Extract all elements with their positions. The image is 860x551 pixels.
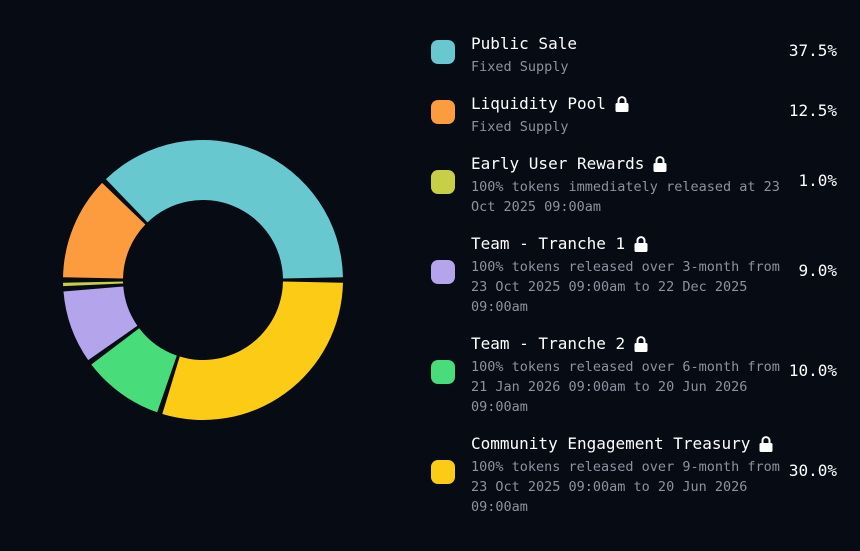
donut-slices	[63, 139, 343, 420]
legend-item-description: 100% tokens released over 6-month from 2…	[471, 359, 780, 415]
legend-item-community-engagement-treasury[interactable]: Community Engagement Treasury 100% token…	[431, 434, 843, 515]
legend-item-title: Liquidity Pool	[471, 94, 787, 114]
donut-slice-early-user-rewards[interactable]	[63, 281, 124, 287]
lock-icon	[759, 436, 773, 452]
legend-swatch	[431, 170, 455, 194]
legend-swatch	[431, 40, 455, 64]
legend-swatch	[431, 100, 455, 124]
lock-icon	[615, 96, 629, 112]
legend-swatch	[431, 460, 455, 484]
legend-item-title: Early User Rewards	[471, 154, 787, 174]
legend-swatch	[431, 360, 455, 384]
lock-icon	[634, 236, 648, 252]
donut-slice-team-tranche-1[interactable]	[63, 286, 138, 361]
legend-item-percentage: 1.0%	[798, 171, 837, 190]
legend-item-title: Community Engagement Treasury	[471, 434, 787, 454]
legend-item-percentage: 9.0%	[798, 261, 837, 280]
legend-item-description: 100% tokens immediately released at 23 O…	[471, 179, 780, 215]
legend-item-title: Team - Tranche 2	[471, 334, 787, 354]
donut-slice-community-engagement-treasury[interactable]	[162, 281, 343, 420]
legend-item-public-sale[interactable]: Public Sale Fixed Supply 37.5%	[431, 34, 843, 75]
allocation-legend: Public Sale Fixed Supply 37.5% Liquidity…	[431, 0, 843, 551]
lock-icon	[634, 336, 648, 352]
lock-icon	[653, 156, 667, 172]
legend-item-team-tranche-2[interactable]: Team - Tranche 2 100% tokens released ov…	[431, 334, 843, 415]
legend-item-title: Team - Tranche 1	[471, 234, 787, 254]
legend-swatch	[431, 260, 455, 284]
legend-item-description: Fixed Supply	[471, 59, 569, 75]
legend-item-percentage: 10.0%	[788, 361, 837, 380]
legend-item-percentage: 37.5%	[788, 41, 837, 60]
legend-item-early-user-rewards[interactable]: Early User Rewards 100% tokens immediate…	[431, 154, 843, 215]
donut-slice-public-sale[interactable]	[105, 139, 343, 279]
legend-item-title: Public Sale	[471, 34, 577, 53]
legend-item-description: 100% tokens released over 9-month from 2…	[471, 459, 780, 515]
legend-item-percentage: 30.0%	[788, 461, 837, 480]
legend-item-team-tranche-1[interactable]: Team - Tranche 1 100% tokens released ov…	[431, 234, 843, 315]
allocation-donut-chart	[63, 139, 343, 420]
donut-slice-team-tranche-2[interactable]	[91, 328, 177, 413]
legend-item-liquidity-pool[interactable]: Liquidity Pool Fixed Supply 12.5%	[431, 94, 843, 135]
legend-item-description: 100% tokens released over 3-month from 2…	[471, 259, 780, 315]
legend-item-percentage: 12.5%	[788, 101, 837, 120]
legend-item-description: Fixed Supply	[471, 119, 569, 135]
donut-slice-liquidity-pool[interactable]	[63, 182, 146, 279]
